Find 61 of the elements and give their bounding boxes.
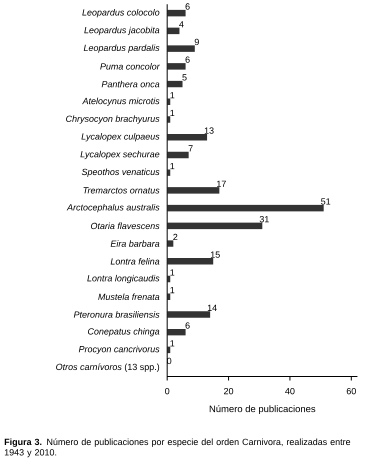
bar (167, 80, 182, 88)
y-tick-label: Lontra longicaudis (87, 274, 160, 284)
x-tick-label: 40 (285, 388, 294, 394)
y-tick-label: Leopardus pardalis (84, 44, 160, 53)
bar (167, 187, 220, 194)
y-tick-label: Puma concolor (100, 63, 160, 70)
y-tick-label: Lontra felina (110, 258, 160, 265)
x-axis-title: Número de publicaciones (210, 405, 316, 414)
bar (167, 134, 207, 140)
data-label: 1 (170, 110, 174, 116)
data-label: 13 (204, 127, 214, 134)
y-tick-label: Procyon cancrivorus (78, 346, 160, 354)
y-tick-label: Lycalopex sechurae (80, 150, 160, 160)
y-tick-label: Speothos venaticus (82, 168, 160, 177)
data-label: 17 (216, 180, 226, 187)
y-tick-label: Lycalopex culpaeus (81, 133, 160, 142)
bar (167, 10, 186, 16)
y-tick-label: Panthera onca (102, 80, 160, 88)
x-tick-label: 0 (164, 388, 170, 394)
y-tick-label: Otaria flavescens (90, 222, 160, 230)
data-label: 9 (194, 38, 199, 46)
data-label: 51 (320, 198, 330, 205)
text: Figura 3. Número de publicaciones por especie del orden Carnivora, realizadas entre 1943 y 2010. (4, 438, 350, 458)
data-label: 1 (170, 92, 174, 98)
data-label: 6 (185, 322, 190, 329)
x-tick-label: 20 (224, 388, 234, 394)
y-tick-label: Eira barbara (110, 240, 160, 247)
y-tick-label: Atelocynus microtis (82, 98, 160, 106)
bar (167, 63, 186, 70)
data-label: 15 (210, 252, 220, 258)
data-label: 1 (170, 340, 174, 346)
y-tick-label: Otros carnívoros (13 spp.) (56, 363, 160, 372)
bar (167, 45, 195, 52)
bar (167, 240, 174, 247)
data-label: 4 (179, 21, 184, 28)
data-label: 5 (182, 74, 187, 81)
bar (167, 152, 189, 158)
data-label: 6 (185, 3, 190, 10)
y-tick-label: Arctocephalus australis (66, 204, 160, 212)
bar (167, 311, 210, 318)
data-label: 1 (170, 269, 174, 276)
bar (167, 258, 214, 265)
bar (167, 28, 180, 34)
y-tick-label: Mustela frenata (98, 293, 160, 300)
data-label: 1 (170, 287, 174, 294)
y-tick-label: Tremarctos ornatus (83, 187, 160, 194)
data-label: 31 (260, 216, 269, 222)
data-label: 2 (173, 234, 178, 240)
y-tick-label: Leopardus jacobita (84, 26, 160, 36)
data-label: 14 (208, 304, 217, 311)
data-label: 1 (170, 162, 174, 170)
bar (167, 222, 262, 230)
y-tick-label: Conepatus chinga (88, 328, 160, 336)
y-tick-label: Pteronura brasiliensis (74, 311, 160, 318)
y-tick-label: Chrysocyon brachyurus (66, 115, 160, 124)
data-label: 7 (188, 145, 193, 152)
y-tick-label: Leopardus colocolo (82, 8, 160, 18)
data-label: 6 (185, 56, 190, 63)
x-tick-label: 60 (346, 388, 356, 394)
bar (167, 204, 324, 212)
bar (167, 328, 186, 336)
